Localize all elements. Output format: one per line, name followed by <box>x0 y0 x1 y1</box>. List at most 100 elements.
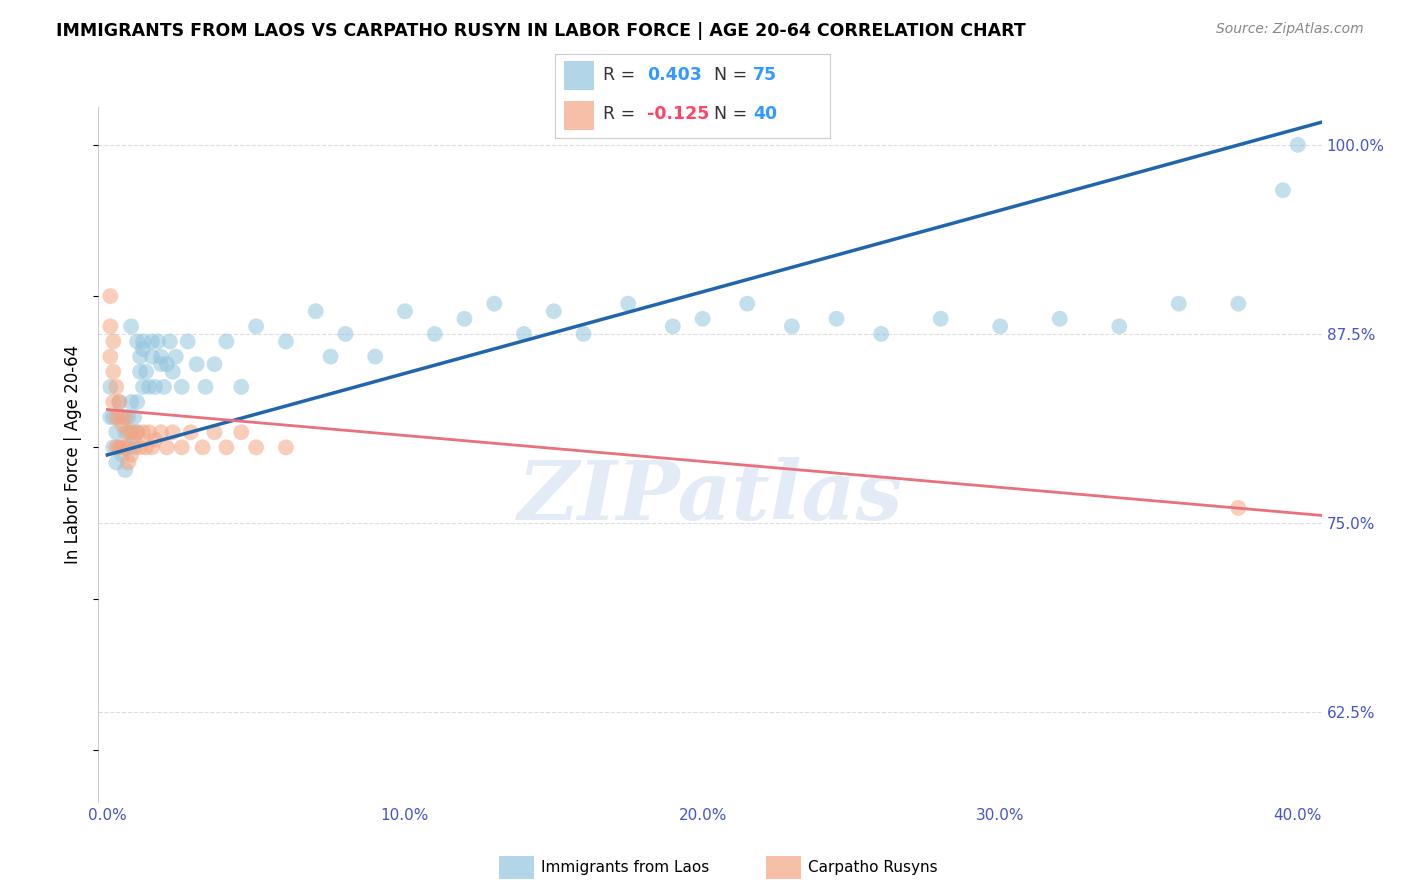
Point <box>305 304 328 318</box>
Point <box>204 357 226 371</box>
Point <box>149 425 172 440</box>
Point <box>394 304 416 318</box>
Point <box>186 357 208 371</box>
Point <box>162 425 184 440</box>
Point <box>143 433 166 447</box>
Point <box>105 425 128 440</box>
Point <box>162 365 184 379</box>
Point <box>735 296 758 310</box>
Point <box>159 334 181 349</box>
Point <box>138 380 160 394</box>
Bar <box>564 101 593 130</box>
Point <box>129 350 152 364</box>
Text: N =: N = <box>714 66 754 84</box>
Point <box>141 350 163 364</box>
Point <box>111 417 134 432</box>
Point <box>274 441 297 455</box>
Text: N =: N = <box>714 105 754 123</box>
Point <box>103 334 125 349</box>
Y-axis label: In Labor Force | Age 20-64: In Labor Force | Age 20-64 <box>65 345 83 565</box>
Point <box>117 425 139 440</box>
Point <box>153 380 176 394</box>
Point <box>274 334 297 349</box>
Point <box>117 455 139 469</box>
Point <box>132 380 155 394</box>
Point <box>127 334 149 349</box>
Point <box>114 425 136 440</box>
Point <box>143 380 166 394</box>
Text: -0.125: -0.125 <box>647 105 710 123</box>
Point <box>662 319 685 334</box>
Point <box>231 380 253 394</box>
Point <box>98 410 121 425</box>
Point <box>543 304 565 318</box>
Point <box>114 441 136 455</box>
Point <box>231 425 253 440</box>
Point <box>572 326 595 341</box>
Point <box>692 311 714 326</box>
Point <box>319 350 342 364</box>
Point <box>129 441 152 455</box>
Point <box>170 441 193 455</box>
Point <box>1167 296 1189 310</box>
Point <box>1227 500 1250 515</box>
Point <box>98 380 121 394</box>
Point <box>364 350 387 364</box>
Point <box>780 319 803 334</box>
Point <box>870 326 893 341</box>
Point <box>111 410 134 425</box>
Text: Source: ZipAtlas.com: Source: ZipAtlas.com <box>1216 22 1364 37</box>
Text: Immigrants from Laos: Immigrants from Laos <box>541 861 710 875</box>
Point <box>146 334 169 349</box>
Text: 0.403: 0.403 <box>647 66 702 84</box>
Point <box>1049 311 1071 326</box>
Point <box>132 425 155 440</box>
Point <box>132 342 155 356</box>
Point <box>103 441 125 455</box>
Point <box>122 410 145 425</box>
Point <box>141 334 163 349</box>
Point <box>513 326 536 341</box>
Point <box>103 365 125 379</box>
Point <box>245 441 267 455</box>
Point <box>127 395 149 409</box>
Point <box>156 441 179 455</box>
Point <box>988 319 1011 334</box>
Point <box>1108 319 1130 334</box>
Point <box>117 441 139 455</box>
Point <box>103 395 125 409</box>
Point <box>120 425 142 440</box>
Point <box>149 357 172 371</box>
Point <box>149 350 172 364</box>
Point <box>484 296 506 310</box>
Point <box>105 441 128 455</box>
Point <box>170 380 193 394</box>
Text: 75: 75 <box>752 66 778 84</box>
Point <box>215 441 238 455</box>
Point <box>180 425 202 440</box>
Point <box>156 357 179 371</box>
Point <box>1271 183 1294 197</box>
Point <box>138 425 160 440</box>
Point <box>127 425 149 440</box>
Point <box>204 425 226 440</box>
Point <box>453 311 475 326</box>
Point <box>617 296 640 310</box>
Point <box>98 289 121 303</box>
Point <box>108 410 131 425</box>
Point <box>114 410 136 425</box>
Point <box>177 334 200 349</box>
Text: 40: 40 <box>752 105 778 123</box>
Point <box>120 425 142 440</box>
Point <box>929 311 952 326</box>
Point <box>122 441 145 455</box>
Point <box>1286 137 1309 152</box>
Point <box>423 326 446 341</box>
Point <box>335 326 357 341</box>
Text: R =: R = <box>603 66 641 84</box>
Point <box>98 350 121 364</box>
Point <box>98 319 121 334</box>
Bar <box>564 62 593 90</box>
Text: IMMIGRANTS FROM LAOS VS CARPATHO RUSYN IN LABOR FORCE | AGE 20-64 CORRELATION CH: IMMIGRANTS FROM LAOS VS CARPATHO RUSYN I… <box>56 22 1026 40</box>
Point <box>135 441 157 455</box>
